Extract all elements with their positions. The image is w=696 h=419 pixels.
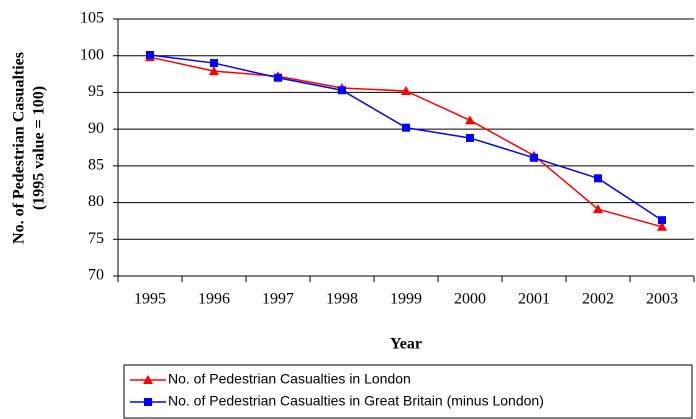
x-tick-label: 1995: [134, 291, 166, 308]
marker: [210, 59, 218, 68]
x-tick-label: 2000: [454, 291, 486, 308]
legend-box: [123, 364, 693, 419]
x-tick-label: 2002: [582, 291, 614, 308]
series-line: [149, 56, 663, 228]
legend-label: No. of Pedestrian Casualties in London: [168, 371, 411, 387]
marker: [402, 123, 410, 132]
marker: [593, 204, 603, 214]
marker: [209, 66, 219, 76]
marker: [146, 50, 154, 59]
x-tick-label: 1998: [326, 291, 358, 308]
y-tick-label: 75: [88, 230, 104, 247]
marker: [144, 398, 152, 406]
y-axis-title: (1995 value = 100): [31, 86, 48, 210]
legend-label: No. of Pedestrian Casualties in Great Br…: [168, 393, 544, 409]
y-axis-title: No. of Pedestrian Casualties: [11, 52, 28, 244]
marker: [594, 174, 602, 183]
y-tick-label: 85: [88, 157, 104, 174]
y-tick-label: 100: [80, 46, 104, 63]
x-tick-label: 2003: [646, 291, 678, 308]
x-tick-label: 2001: [518, 291, 550, 308]
y-tick-label: 105: [80, 10, 104, 27]
marker: [143, 375, 153, 384]
y-tick-label: 90: [88, 120, 104, 137]
marker: [338, 86, 346, 95]
marker: [401, 85, 411, 95]
x-tick-label: 1996: [198, 291, 230, 308]
y-tick-label: 80: [88, 193, 104, 210]
y-tick-label: 95: [88, 83, 104, 100]
marker: [466, 133, 474, 142]
y-tick-label: 70: [88, 267, 104, 284]
marker: [658, 216, 666, 225]
marker: [530, 153, 538, 162]
x-axis-title: Year: [390, 336, 422, 353]
marker: [274, 73, 282, 82]
marker: [657, 221, 667, 231]
marker: [465, 115, 475, 125]
x-tick-label: 1999: [390, 291, 422, 308]
x-tick-label: 1997: [262, 291, 294, 308]
series-line: [149, 54, 663, 221]
